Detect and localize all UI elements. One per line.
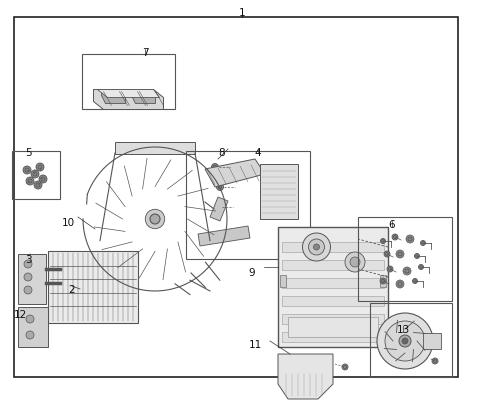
Circle shape: [24, 273, 32, 281]
Circle shape: [216, 184, 224, 191]
Text: 9: 9: [248, 267, 254, 277]
Bar: [186, 151, 310, 259]
Circle shape: [302, 233, 331, 261]
Bar: [278, 228, 388, 347]
Circle shape: [402, 338, 408, 344]
Circle shape: [377, 313, 433, 369]
Circle shape: [399, 335, 411, 347]
Circle shape: [385, 321, 425, 361]
Circle shape: [345, 252, 365, 272]
Polygon shape: [94, 90, 164, 110]
Polygon shape: [97, 90, 159, 98]
Circle shape: [31, 171, 39, 179]
Circle shape: [150, 215, 160, 224]
Text: 8: 8: [218, 148, 225, 158]
Text: 7: 7: [142, 48, 148, 58]
Circle shape: [26, 177, 34, 185]
Circle shape: [212, 164, 218, 171]
Bar: [12, 151, 60, 200]
Circle shape: [387, 266, 393, 272]
Circle shape: [419, 265, 423, 270]
Circle shape: [24, 260, 32, 269]
Bar: [282, 243, 384, 252]
Bar: [282, 278, 384, 288]
Circle shape: [26, 315, 34, 323]
Circle shape: [415, 254, 420, 259]
Circle shape: [342, 364, 348, 370]
Circle shape: [34, 181, 42, 190]
Text: 13: 13: [396, 324, 409, 334]
Text: 2: 2: [69, 284, 75, 294]
Bar: [115, 143, 195, 155]
Circle shape: [309, 239, 324, 256]
Polygon shape: [278, 354, 333, 399]
Circle shape: [403, 267, 411, 275]
Bar: [282, 296, 384, 306]
Text: 4: 4: [255, 148, 261, 158]
Bar: [380, 275, 386, 287]
Circle shape: [36, 164, 44, 172]
Circle shape: [384, 252, 390, 257]
Bar: [370, 303, 452, 377]
Circle shape: [350, 257, 360, 267]
Text: 1: 1: [239, 8, 245, 18]
Bar: [280, 275, 286, 287]
Polygon shape: [210, 198, 228, 222]
Circle shape: [396, 250, 404, 258]
Bar: [18, 307, 48, 347]
Circle shape: [381, 239, 385, 244]
Polygon shape: [205, 160, 265, 188]
Circle shape: [392, 234, 398, 241]
Text: 12: 12: [13, 309, 26, 319]
Polygon shape: [198, 226, 250, 246]
Bar: [82, 55, 175, 110]
Polygon shape: [132, 90, 156, 104]
Bar: [423, 333, 441, 349]
Circle shape: [215, 204, 221, 211]
Bar: [48, 252, 138, 323]
Bar: [282, 260, 384, 270]
Text: 6: 6: [389, 220, 396, 230]
Circle shape: [39, 175, 47, 183]
Bar: [282, 332, 384, 342]
Bar: [358, 217, 452, 301]
Circle shape: [396, 280, 404, 288]
Bar: [18, 254, 46, 304]
Circle shape: [313, 244, 320, 250]
Circle shape: [23, 166, 31, 175]
Circle shape: [380, 278, 386, 284]
Circle shape: [145, 210, 165, 229]
Circle shape: [406, 235, 414, 243]
Bar: [288, 317, 378, 337]
Text: 11: 11: [248, 339, 262, 349]
Text: 3: 3: [24, 254, 31, 264]
Bar: [282, 314, 384, 324]
Polygon shape: [101, 90, 125, 104]
Text: 10: 10: [62, 217, 75, 228]
Circle shape: [420, 241, 425, 246]
Text: 5: 5: [24, 148, 31, 158]
Circle shape: [24, 286, 32, 294]
Bar: [14, 18, 458, 377]
Circle shape: [412, 279, 418, 284]
Circle shape: [432, 358, 438, 364]
Circle shape: [26, 331, 34, 339]
Bar: [260, 164, 298, 220]
